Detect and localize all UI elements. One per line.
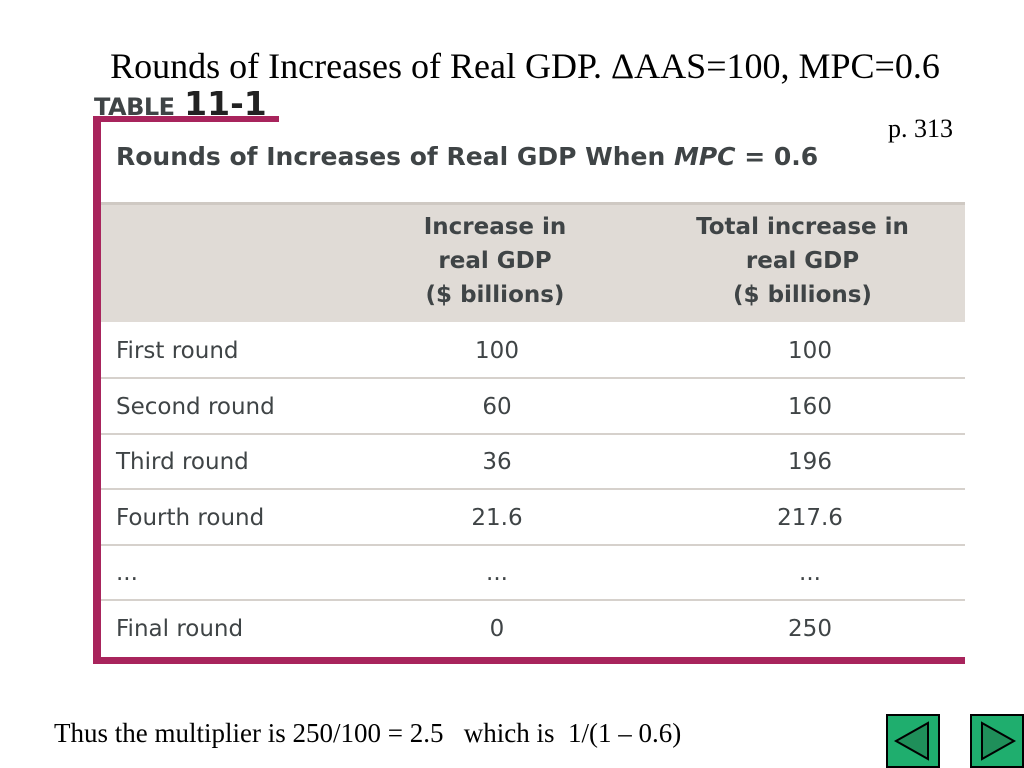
page-reference: p. 313 [888,114,953,143]
row-total: 250 [788,615,832,642]
row-increase: 100 [475,338,519,364]
row-total: ... [799,560,821,586]
column-header-increase: Increase in real GDP ($ billions) [423,214,567,308]
table-row: ......... [101,546,965,601]
caption-prefix: Rounds of Increases of Real GDP When [116,142,674,171]
slide-title: Rounds of Increases of Real GDP. ΔAAS=10… [110,46,940,86]
table-header-band [101,202,965,322]
row-label: Third round [116,449,249,475]
row-increase: ... [486,560,508,586]
row-total: 160 [788,393,832,420]
column-header-total: Total increase in real GDP ($ billions) [696,214,909,308]
row-label: Fourth round [116,504,265,531]
next-slide-button[interactable] [970,714,1024,768]
row-increase: 0 [489,615,505,642]
table-row: Fourth round 21.6 217.6 [101,491,965,546]
table-row: Third round 36 196 [101,435,965,490]
table-row: Final round 0 250 [101,602,965,657]
row-total: 100 [788,338,832,364]
row-label: First round [116,338,239,364]
row-label: ... [116,560,138,586]
row-increase: 21.6 [471,504,523,531]
row-label: Final round [116,615,244,642]
table-row: Second round 60 160 [101,380,965,435]
previous-slide-button[interactable] [886,714,940,768]
table-caption: Rounds of Increases of Real GDP When MPC… [116,142,818,171]
caption-mpc: MPC [673,142,736,171]
row-total: 217.6 [777,504,843,531]
caption-suffix: = 0.6 [735,142,819,171]
row-increase: 36 [482,449,512,475]
multiplier-summary: Thus the multiplier is 250/100 = 2.5 whi… [54,718,682,748]
table-label-rule [93,116,279,122]
table-row: First round 100 100 [101,324,965,379]
row-increase: 60 [482,393,512,420]
table-frame [93,116,965,664]
row-label: Second round [116,393,275,420]
triangle-right-icon [981,721,1017,761]
row-total: 196 [788,449,832,475]
triangle-left-icon [893,721,929,761]
